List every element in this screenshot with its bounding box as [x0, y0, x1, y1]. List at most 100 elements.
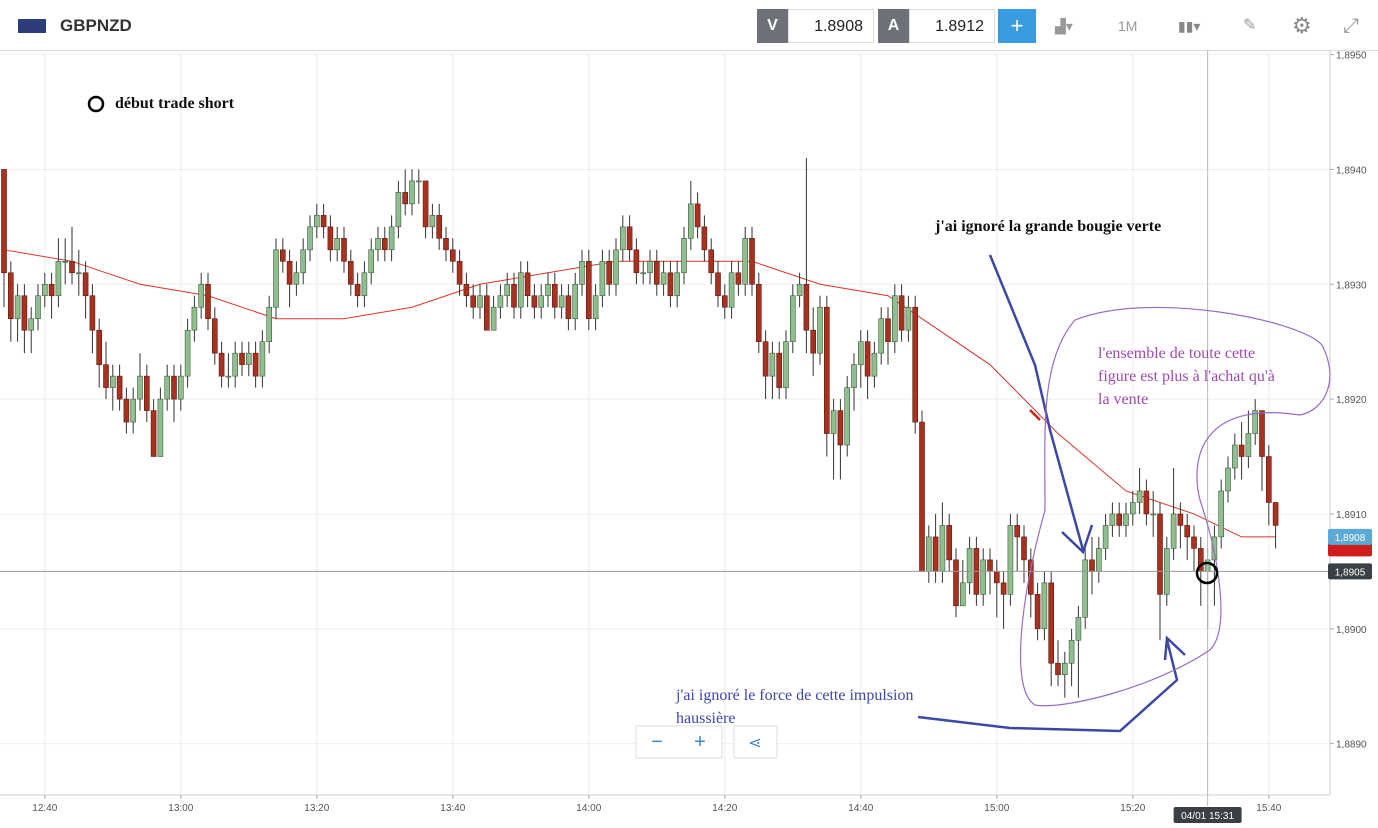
candle-body	[694, 203, 701, 228]
candle-body	[157, 398, 164, 457]
candle-body	[409, 180, 415, 205]
draw-button[interactable]: ✎	[1243, 17, 1257, 34]
candle-body	[178, 375, 184, 400]
candle-body	[490, 306, 497, 331]
hand-drawn-outline	[1019, 306, 1331, 707]
y-tick-label: 1,8900	[1336, 625, 1367, 636]
period[interactable]: 1M	[1118, 18, 1138, 34]
candle-body	[232, 352, 238, 377]
candle-body	[82, 272, 89, 297]
candle-body	[279, 249, 286, 262]
share-box	[733, 725, 778, 759]
candle-body	[681, 238, 687, 274]
candle-body	[334, 238, 341, 251]
candle-body	[599, 261, 606, 297]
candle-body	[1007, 525, 1014, 595]
candle-body	[191, 306, 198, 331]
candle-body	[1102, 525, 1109, 549]
zoom-in[interactable]: +	[694, 731, 706, 753]
candle-body	[606, 261, 613, 285]
candle-body	[388, 226, 395, 251]
x-tick-label: 13:40	[440, 803, 465, 814]
candle-body	[633, 249, 640, 274]
candle-body	[375, 238, 381, 251]
candle-body	[1211, 536, 1218, 561]
annotation: j'ai ignoré le force de cette impulsion	[675, 687, 913, 704]
candle-body	[246, 352, 252, 365]
candle-body	[361, 272, 368, 297]
candle-body	[477, 295, 483, 308]
candle-body	[422, 180, 429, 228]
y-tick-label: 1,8920	[1336, 395, 1367, 406]
share[interactable]: ⋖	[748, 735, 761, 752]
bid[interactable]: 1.8908	[788, 9, 874, 43]
x-tick-label: 14:20	[712, 803, 737, 814]
candle-body	[1034, 594, 1041, 630]
candle-body	[1116, 513, 1122, 526]
candle-body	[320, 215, 327, 228]
candle-body	[150, 410, 157, 457]
price-tag-label: 1,8905	[1335, 567, 1366, 578]
candle-body	[721, 295, 728, 308]
candle-body	[69, 261, 75, 274]
candle-body	[259, 341, 266, 377]
ask[interactable]: 1.8912	[909, 9, 995, 43]
candle-body	[130, 398, 136, 423]
candle-body	[524, 272, 531, 297]
candle-body	[585, 261, 592, 320]
candle-body	[993, 571, 1000, 584]
candle-body	[613, 249, 619, 285]
candle-body	[885, 318, 891, 342]
candle-body	[470, 295, 477, 308]
candle-body	[395, 192, 402, 228]
x-tick-label: 12:40	[32, 803, 57, 814]
annotation: la vente	[1098, 391, 1148, 408]
flag	[18, 19, 46, 33]
candle-body	[504, 283, 511, 297]
candle-body	[436, 215, 443, 239]
settings-button[interactable]: ⚙	[1292, 13, 1312, 38]
candle-body	[687, 203, 694, 239]
annotation: l'ensemble de toute cette	[1098, 345, 1255, 362]
candle-body	[198, 283, 204, 308]
annotation: début trade short	[115, 95, 235, 112]
chart-type-button[interactable]: ▟▾	[1055, 18, 1073, 34]
candle-body	[449, 249, 456, 262]
candle-body	[946, 525, 953, 561]
y-tick-label: 1,8890	[1336, 740, 1367, 751]
candle-body	[830, 410, 837, 434]
candle-body	[1143, 490, 1150, 515]
candle-body	[327, 226, 334, 251]
x-tick-label: 15:40	[1256, 803, 1281, 814]
candle-body	[21, 295, 28, 331]
zoom-out[interactable]: −	[651, 731, 663, 753]
candle-body	[932, 536, 939, 572]
candle-body	[844, 387, 851, 446]
candle-body	[619, 226, 626, 251]
candle-body	[1252, 410, 1258, 434]
arrow	[988, 254, 1094, 555]
candle-body	[980, 559, 987, 595]
candle-body	[810, 329, 817, 354]
trade-marker	[1195, 561, 1219, 585]
candle-body	[341, 238, 347, 262]
candle-button[interactable]: ▮▮▾	[1178, 18, 1201, 34]
symbol[interactable]: GBPNZD	[60, 16, 132, 35]
candle-body	[1136, 490, 1143, 503]
candle-body	[823, 306, 830, 434]
candle-body	[640, 272, 647, 275]
candle-body	[41, 283, 48, 297]
candle-body	[898, 295, 905, 331]
crosshair-button[interactable]: +	[998, 9, 1036, 43]
candle-body	[755, 283, 762, 342]
candle-body	[483, 295, 490, 331]
candle-body	[1109, 513, 1116, 526]
candle-body	[1130, 502, 1136, 515]
candle-body	[653, 261, 660, 285]
candle-body	[144, 375, 150, 411]
candle-body	[252, 352, 259, 377]
candle-body	[497, 295, 504, 308]
candle-body	[762, 341, 769, 377]
expand-button[interactable]: ⤢	[1343, 15, 1359, 37]
candle-body	[1157, 513, 1163, 595]
